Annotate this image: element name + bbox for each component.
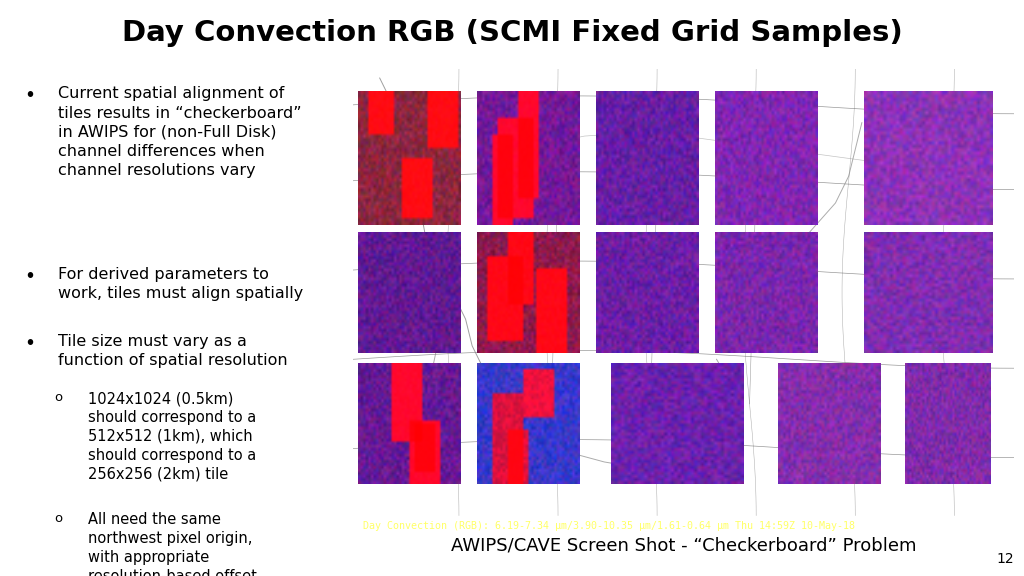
Text: For derived parameters to
work, tiles must align spatially: For derived parameters to work, tiles mu… [57, 267, 303, 301]
Text: o: o [54, 391, 62, 404]
Text: Day Convection RGB (SCMI Fixed Grid Samples): Day Convection RGB (SCMI Fixed Grid Samp… [122, 19, 902, 47]
Text: Tile size must vary as a
function of spatial resolution: Tile size must vary as a function of spa… [57, 334, 287, 368]
Text: Current spatial alignment of
tiles results in “checkerboard”
in AWIPS for (non-F: Current spatial alignment of tiles resul… [57, 86, 301, 178]
Text: •: • [24, 267, 35, 286]
Text: AWIPS/CAVE Screen Shot - “Checkerboard” Problem: AWIPS/CAVE Screen Shot - “Checkerboard” … [451, 537, 916, 555]
Text: Day Convection (RGB): 6.19-7.34 μm/3.90-10.35 μm/1.61-0.64 μm Thu 14:59Z 10-May-: Day Convection (RGB): 6.19-7.34 μm/3.90-… [364, 521, 855, 530]
Text: 1024x1024 (0.5km)
should correspond to a
512x512 (1km), which
should correspond : 1024x1024 (0.5km) should correspond to a… [88, 391, 256, 482]
Text: 12: 12 [996, 552, 1014, 566]
Text: All need the same
northwest pixel origin,
with appropriate
resolution-based offs: All need the same northwest pixel origin… [88, 513, 257, 576]
Text: •: • [24, 86, 35, 105]
Text: o: o [54, 513, 62, 525]
Text: •: • [24, 334, 35, 353]
